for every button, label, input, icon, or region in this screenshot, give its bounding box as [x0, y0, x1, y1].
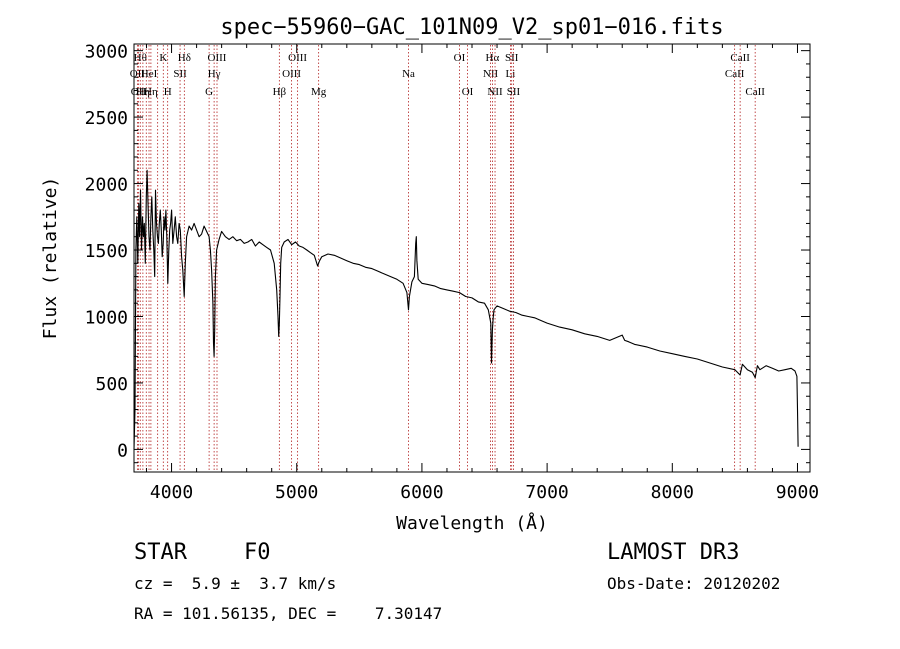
line-label-18: Mg — [311, 86, 327, 98]
coordinates-readout: RA = 101.56135, DEC = 7.30147 — [134, 604, 443, 623]
line-label-12: G — [205, 86, 213, 98]
x-axis-label: Wavelength (Å) — [396, 512, 548, 534]
line-label-17: OIII — [288, 52, 307, 64]
survey-label: LAMOST DR3 — [607, 540, 740, 565]
line-label-29: CaII — [730, 52, 750, 64]
line-label-5: HeI — [141, 68, 158, 80]
x-tick-label-0: 4000 — [150, 482, 193, 503]
subclass-label: F0 — [244, 540, 271, 565]
plot-frame — [133, 43, 811, 473]
obs-date-readout: Obs-Date: 20120202 — [607, 574, 781, 593]
line-label-13: Hγ — [208, 68, 221, 80]
x-tick-label-4: 8000 — [651, 482, 694, 503]
line-label-23: Hα — [486, 52, 500, 64]
x-tick-label-3: 7000 — [525, 482, 568, 503]
line-label-2: Hθ — [134, 52, 147, 64]
chart-title: spec−55960−GAC_101N09_V2_sp01−016.fits — [220, 15, 723, 40]
line-label-15: Hβ — [273, 86, 287, 98]
y-tick-label-3: 1500 — [85, 241, 128, 262]
series-layer — [133, 169, 799, 450]
line-label-25: Li — [506, 68, 516, 80]
line-label-1: OII — [131, 86, 147, 98]
line-label-14: OIII — [208, 52, 227, 64]
x-tick-label-1: 5000 — [275, 482, 318, 503]
line-label-22: NII — [483, 68, 499, 80]
line-label-9: H — [164, 86, 172, 98]
line-label-27: SII — [507, 86, 521, 98]
line-label-30: CaII — [745, 86, 765, 98]
y-tick-label-1: 500 — [95, 374, 128, 395]
y-tick-label-0: 0 — [117, 440, 128, 461]
line-label-6: Hη — [144, 86, 158, 98]
line-annotations: OIIOIIHθHηHeIHηKHSIIHδGHγOIIIHβOIIIOIIIM… — [130, 45, 765, 471]
y-tick-label-4: 2000 — [85, 175, 128, 196]
x-tick-label-2: 6000 — [400, 482, 443, 503]
y-axis-label: Flux (relative) — [40, 177, 61, 340]
y-tick-label-5: 2500 — [85, 108, 128, 129]
line-label-21: OI — [462, 86, 474, 98]
x-tick-label-5: 9000 — [776, 482, 819, 503]
line-label-28: CaII — [725, 68, 745, 80]
line-label-19: Na — [402, 68, 415, 80]
series-line-0 — [133, 169, 799, 450]
line-label-10: SII — [173, 68, 187, 80]
line-label-20: OI — [454, 52, 466, 64]
redshift-readout: cz = 5.9 ± 3.7 km/s — [134, 574, 337, 593]
line-label-8: K — [159, 52, 167, 64]
class-label: STAR — [134, 540, 187, 565]
y-tick-label-2: 1000 — [85, 307, 128, 328]
line-label-26: SII — [505, 52, 519, 64]
line-label-11: Hδ — [178, 52, 191, 64]
line-label-24: NII — [487, 86, 503, 98]
y-tick-label-6: 3000 — [85, 42, 128, 63]
line-label-16: OIII — [282, 68, 301, 80]
axis-ticks: 4000 5000 6000 7000 8000 9000 0 500 1000 1500 2000… — [85, 42, 820, 503]
